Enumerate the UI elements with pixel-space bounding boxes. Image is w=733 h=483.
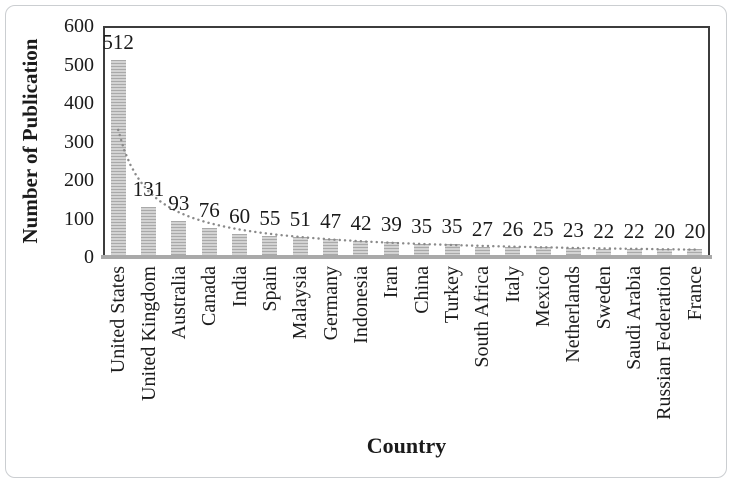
category-label: United States xyxy=(107,266,130,374)
value-label: 47 xyxy=(320,208,342,233)
bar xyxy=(201,227,217,257)
value-label: 131 xyxy=(132,176,165,201)
category-label: Sweden xyxy=(592,266,615,330)
category-label: United Kingdom xyxy=(137,266,160,401)
category-label: Russian Federation xyxy=(653,266,676,420)
category-label: France xyxy=(683,266,706,321)
value-label: 26 xyxy=(502,216,524,241)
bar xyxy=(596,248,612,257)
category-label: Italy xyxy=(501,266,524,303)
chart-frame-border xyxy=(5,5,727,478)
category-label: Mexico xyxy=(532,266,555,328)
bar xyxy=(110,59,126,257)
category-label: Indonesia xyxy=(349,266,372,344)
category-label: Malaysia xyxy=(289,266,312,340)
bar xyxy=(141,206,157,257)
x-axis-title: Country xyxy=(366,433,447,458)
value-label: 20 xyxy=(653,219,675,244)
bar xyxy=(474,246,490,257)
category-label: China xyxy=(410,266,433,314)
bar xyxy=(535,247,551,257)
bar xyxy=(656,249,672,257)
value-label: 23 xyxy=(562,218,584,243)
value-label: 22 xyxy=(593,218,615,243)
category-label: Australia xyxy=(167,266,190,340)
value-label: 20 xyxy=(684,219,706,244)
value-label: 512 xyxy=(102,29,134,54)
x-axis-line xyxy=(101,255,712,259)
value-label: 25 xyxy=(532,217,554,242)
value-label: 93 xyxy=(168,191,190,216)
value-label: 35 xyxy=(441,213,463,238)
bar xyxy=(687,249,703,257)
category-label: Netherlands xyxy=(562,266,585,363)
bar xyxy=(262,235,278,257)
category-label: Spain xyxy=(258,266,281,312)
category-label: Saudi Arabia xyxy=(623,266,646,370)
value-label: 55 xyxy=(259,205,281,230)
bar xyxy=(565,248,581,257)
value-label: 35 xyxy=(411,213,433,238)
value-label: 42 xyxy=(350,210,372,235)
category-label: India xyxy=(228,266,251,308)
value-label: 60 xyxy=(229,203,251,228)
bar xyxy=(626,248,642,257)
value-label: 76 xyxy=(198,197,220,222)
category-label: Turkey xyxy=(441,266,464,324)
category-label: Canada xyxy=(198,266,221,326)
value-label: 51 xyxy=(289,207,311,232)
bar xyxy=(232,233,248,257)
value-label: 27 xyxy=(471,216,493,241)
category-label: South Africa xyxy=(471,266,494,368)
category-label: Iran xyxy=(380,266,403,299)
y-tick-label: 300 xyxy=(64,130,94,153)
value-label: 22 xyxy=(623,218,645,243)
y-tick-label: 400 xyxy=(64,92,94,114)
y-tick-label: 100 xyxy=(64,207,94,230)
category-label: Germany xyxy=(319,266,342,341)
bar xyxy=(505,246,521,257)
y-tick-label: 200 xyxy=(64,169,94,191)
value-label: 39 xyxy=(380,211,402,236)
y-tick-label: 500 xyxy=(64,53,94,76)
y-tick-label: 0 xyxy=(84,246,94,268)
y-tick-label: 600 xyxy=(64,15,94,37)
bar xyxy=(171,221,187,257)
